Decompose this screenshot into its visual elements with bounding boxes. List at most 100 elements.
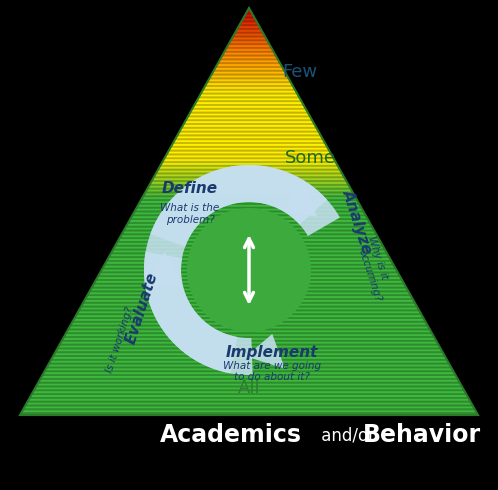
- Polygon shape: [145, 191, 353, 193]
- Polygon shape: [212, 73, 286, 74]
- Polygon shape: [151, 180, 347, 182]
- Polygon shape: [134, 210, 364, 212]
- Text: and/or: and/or: [316, 426, 380, 444]
- Polygon shape: [111, 252, 387, 253]
- Polygon shape: [90, 289, 408, 290]
- Polygon shape: [73, 320, 425, 321]
- Polygon shape: [164, 157, 334, 159]
- Text: Some: Some: [284, 149, 336, 167]
- Polygon shape: [228, 45, 270, 46]
- Polygon shape: [193, 107, 305, 108]
- Text: Few: Few: [282, 63, 318, 81]
- Polygon shape: [227, 46, 271, 48]
- Polygon shape: [21, 411, 477, 412]
- Polygon shape: [116, 244, 382, 245]
- Polygon shape: [194, 104, 304, 106]
- Polygon shape: [126, 225, 372, 226]
- Polygon shape: [244, 16, 254, 18]
- Polygon shape: [123, 230, 375, 232]
- Polygon shape: [89, 292, 409, 293]
- Polygon shape: [47, 365, 451, 366]
- Polygon shape: [98, 275, 400, 277]
- Polygon shape: [26, 403, 472, 404]
- Polygon shape: [100, 271, 398, 272]
- Polygon shape: [99, 274, 399, 275]
- Polygon shape: [73, 318, 425, 320]
- Polygon shape: [93, 285, 405, 286]
- Polygon shape: [31, 393, 467, 394]
- Polygon shape: [200, 94, 298, 95]
- Polygon shape: [87, 295, 411, 297]
- Polygon shape: [160, 165, 338, 167]
- Polygon shape: [196, 100, 302, 101]
- Polygon shape: [103, 266, 395, 267]
- Polygon shape: [78, 311, 420, 312]
- Polygon shape: [58, 346, 440, 347]
- Polygon shape: [138, 203, 360, 205]
- Polygon shape: [82, 304, 416, 305]
- Polygon shape: [242, 19, 256, 20]
- Polygon shape: [130, 217, 368, 218]
- Polygon shape: [234, 34, 264, 35]
- Polygon shape: [21, 412, 477, 414]
- Polygon shape: [140, 200, 358, 202]
- Polygon shape: [153, 177, 345, 179]
- Polygon shape: [211, 74, 287, 76]
- Polygon shape: [85, 298, 413, 300]
- Polygon shape: [235, 32, 263, 34]
- Polygon shape: [189, 113, 309, 114]
- Polygon shape: [107, 259, 391, 260]
- Polygon shape: [118, 240, 380, 242]
- Polygon shape: [28, 399, 470, 400]
- Polygon shape: [122, 233, 376, 235]
- Polygon shape: [46, 368, 452, 369]
- Polygon shape: [205, 85, 293, 87]
- Polygon shape: [43, 373, 455, 374]
- Polygon shape: [209, 77, 289, 78]
- Polygon shape: [24, 406, 474, 407]
- Polygon shape: [76, 315, 422, 316]
- Polygon shape: [66, 332, 432, 334]
- Polygon shape: [191, 110, 307, 111]
- Polygon shape: [209, 78, 289, 80]
- Polygon shape: [248, 9, 250, 11]
- Polygon shape: [109, 255, 389, 256]
- Polygon shape: [27, 400, 471, 401]
- Polygon shape: [131, 216, 367, 217]
- Polygon shape: [123, 232, 375, 233]
- Polygon shape: [64, 336, 434, 338]
- Polygon shape: [147, 189, 351, 190]
- Polygon shape: [182, 126, 316, 127]
- Polygon shape: [142, 196, 356, 198]
- Polygon shape: [83, 302, 415, 304]
- Polygon shape: [77, 313, 421, 315]
- Polygon shape: [101, 270, 397, 271]
- Polygon shape: [212, 72, 286, 73]
- Polygon shape: [203, 88, 295, 89]
- Polygon shape: [95, 281, 403, 282]
- Polygon shape: [197, 99, 301, 100]
- Polygon shape: [158, 168, 340, 170]
- Polygon shape: [83, 301, 415, 302]
- Polygon shape: [186, 118, 312, 119]
- Polygon shape: [195, 103, 303, 104]
- Polygon shape: [229, 43, 269, 45]
- Polygon shape: [39, 380, 459, 381]
- Text: All: All: [238, 379, 260, 397]
- Polygon shape: [132, 214, 366, 216]
- Polygon shape: [136, 207, 362, 209]
- Polygon shape: [134, 212, 364, 213]
- Polygon shape: [180, 130, 318, 131]
- Polygon shape: [62, 339, 436, 341]
- Polygon shape: [25, 404, 473, 406]
- Text: Why is it: Why is it: [367, 235, 389, 281]
- Polygon shape: [143, 194, 355, 195]
- Polygon shape: [159, 167, 339, 168]
- Polygon shape: [55, 351, 443, 353]
- Polygon shape: [163, 160, 335, 161]
- Polygon shape: [41, 376, 457, 377]
- Polygon shape: [226, 48, 272, 49]
- Polygon shape: [75, 316, 423, 318]
- Text: Behavior: Behavior: [363, 423, 481, 447]
- Polygon shape: [57, 347, 441, 348]
